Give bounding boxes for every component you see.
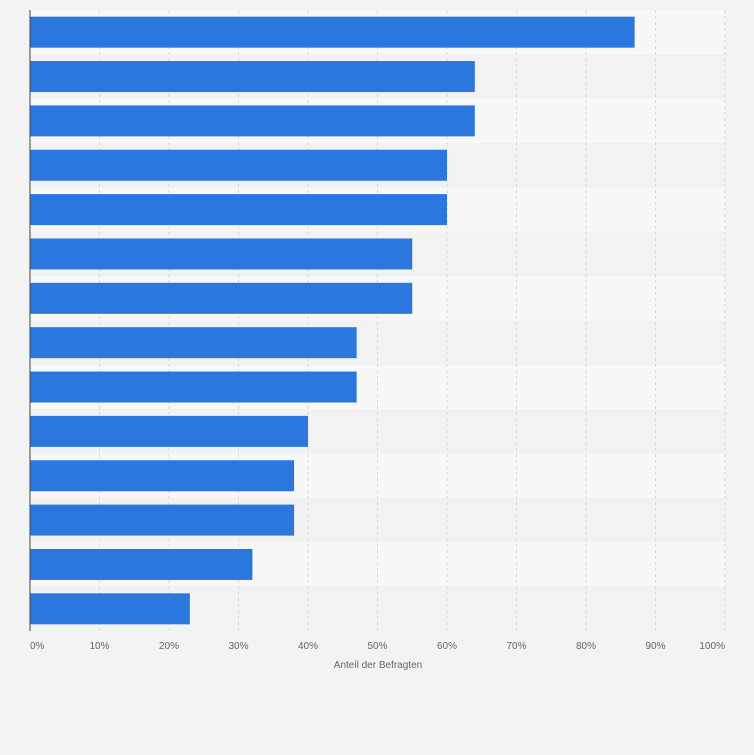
x-tick-label: 50% — [367, 641, 387, 652]
bar[interactable] — [30, 282, 413, 314]
x-tick-label: 70% — [506, 641, 526, 652]
x-tick-label: 100% — [699, 641, 725, 652]
bar[interactable] — [30, 593, 190, 625]
bar[interactable] — [30, 105, 475, 137]
bar[interactable] — [30, 504, 295, 536]
bar[interactable] — [30, 415, 308, 447]
x-tick-label: 60% — [437, 641, 457, 652]
bar[interactable] — [30, 61, 475, 93]
x-tick-label: 90% — [645, 641, 665, 652]
bar[interactable] — [30, 16, 635, 48]
row-bands — [30, 10, 725, 631]
x-tick-label: 10% — [89, 641, 109, 652]
x-tick-label: 30% — [228, 641, 248, 652]
bar[interactable] — [30, 371, 357, 403]
x-tick-label: 20% — [159, 641, 179, 652]
x-tick-label: 0% — [30, 641, 45, 652]
bar[interactable] — [30, 548, 253, 580]
bar[interactable] — [30, 460, 295, 492]
x-axis-label: Anteil der Befragten — [334, 660, 422, 671]
bar[interactable] — [30, 194, 447, 226]
x-tick-labels: 0% 10% 20% 30% 40% 50% 60% 70% 80% 90% 100% — [30, 641, 725, 652]
bars — [30, 16, 635, 625]
bar[interactable] — [30, 327, 357, 359]
bar[interactable] — [30, 238, 413, 270]
x-tick-label: 40% — [298, 641, 318, 652]
bar[interactable] — [30, 149, 447, 181]
x-tick-label: 80% — [576, 641, 596, 652]
